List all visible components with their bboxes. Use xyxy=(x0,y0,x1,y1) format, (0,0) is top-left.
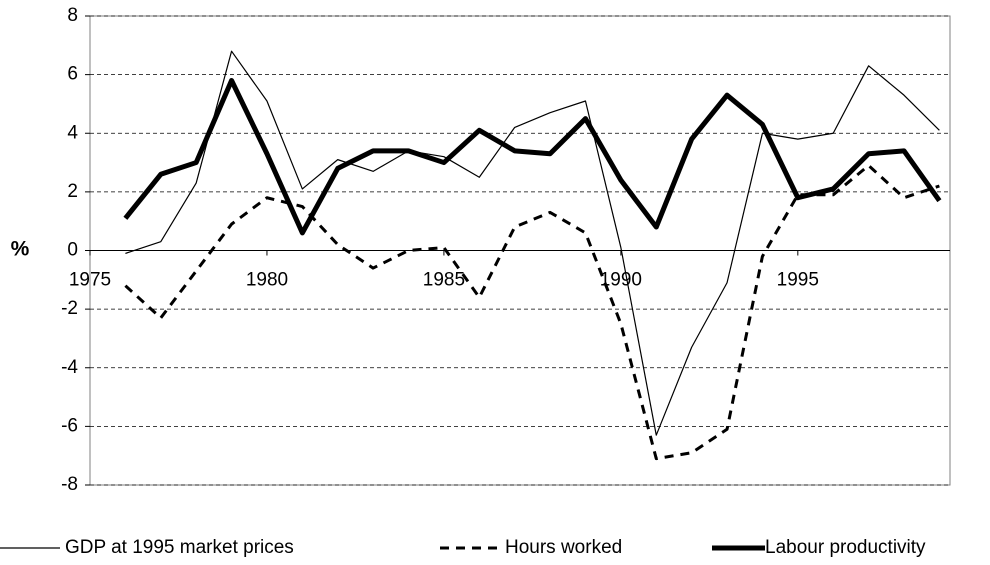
line xyxy=(123,77,942,236)
y-tick-label: -6 xyxy=(61,415,78,436)
line xyxy=(125,50,940,436)
x-tick-label: 1985 xyxy=(423,270,465,291)
y-tick-label: -2 xyxy=(61,298,78,319)
x-tick-label: 1995 xyxy=(777,270,819,291)
y-tick-label: 4 xyxy=(67,122,78,143)
y-tick-label: 6 xyxy=(67,64,78,85)
legend-label: Labour productivity xyxy=(765,537,926,558)
x-tick-label: 1980 xyxy=(246,270,288,291)
y-axis-label: % xyxy=(11,238,30,261)
y-tick-label: -4 xyxy=(61,357,78,378)
line xyxy=(124,163,940,461)
y-tick-label: 2 xyxy=(67,181,78,202)
x-tick-label: 1975 xyxy=(69,270,111,291)
y-tick-label: -8 xyxy=(61,474,78,495)
y-tick-label: 8 xyxy=(67,5,78,26)
legend-label: Hours worked xyxy=(505,537,622,558)
legend-label: GDP at 1995 market prices xyxy=(65,537,294,558)
x-tick-label: 1990 xyxy=(600,270,642,291)
y-tick-label: 0 xyxy=(67,240,78,261)
